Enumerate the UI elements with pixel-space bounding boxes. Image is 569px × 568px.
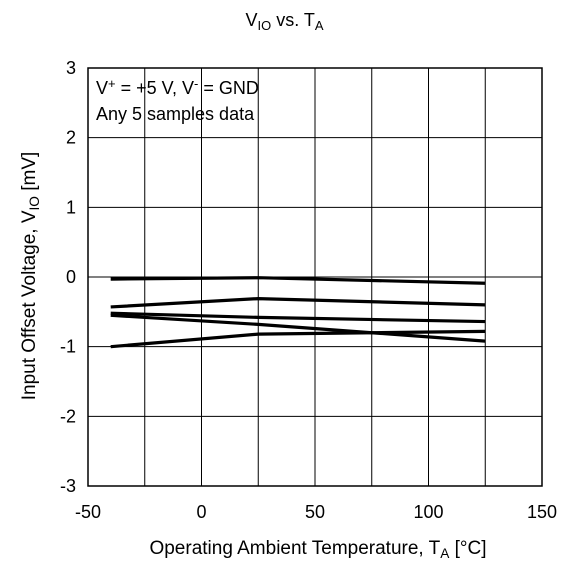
series-line-2 [110, 296, 486, 309]
y-tick-label: -2 [60, 406, 76, 426]
chart-annotation-supply: V+ = +5 V, V- = GND [96, 76, 259, 98]
x-tick-label: -50 [75, 502, 101, 522]
plot-frame [87, 67, 543, 487]
y-tick-label: 2 [66, 128, 76, 148]
x-tick-label: 0 [196, 502, 206, 522]
x-tick-label: 50 [305, 502, 325, 522]
y-axis-label: Input Offset Voltage, VIO [mV] [19, 151, 43, 401]
series-line-5 [110, 329, 486, 349]
chart-annotation-samples: Any 5 samples data [96, 104, 255, 124]
y-tick-label: -3 [60, 476, 76, 496]
series-line-1 [110, 276, 486, 285]
series-line-4 [110, 313, 486, 343]
y-tick-label: 1 [66, 197, 76, 217]
x-axis-label: Operating Ambient Temperature, TA [°C] [149, 538, 487, 562]
y-tick-label: 0 [66, 267, 76, 287]
chart-title: VIO vs. TA [245, 10, 324, 33]
series-line-3 [110, 311, 486, 324]
y-tick-label: 3 [66, 58, 76, 78]
x-tick-label: 150 [527, 502, 557, 522]
x-tick-label: 100 [413, 502, 443, 522]
y-tick-label: -1 [60, 337, 76, 357]
